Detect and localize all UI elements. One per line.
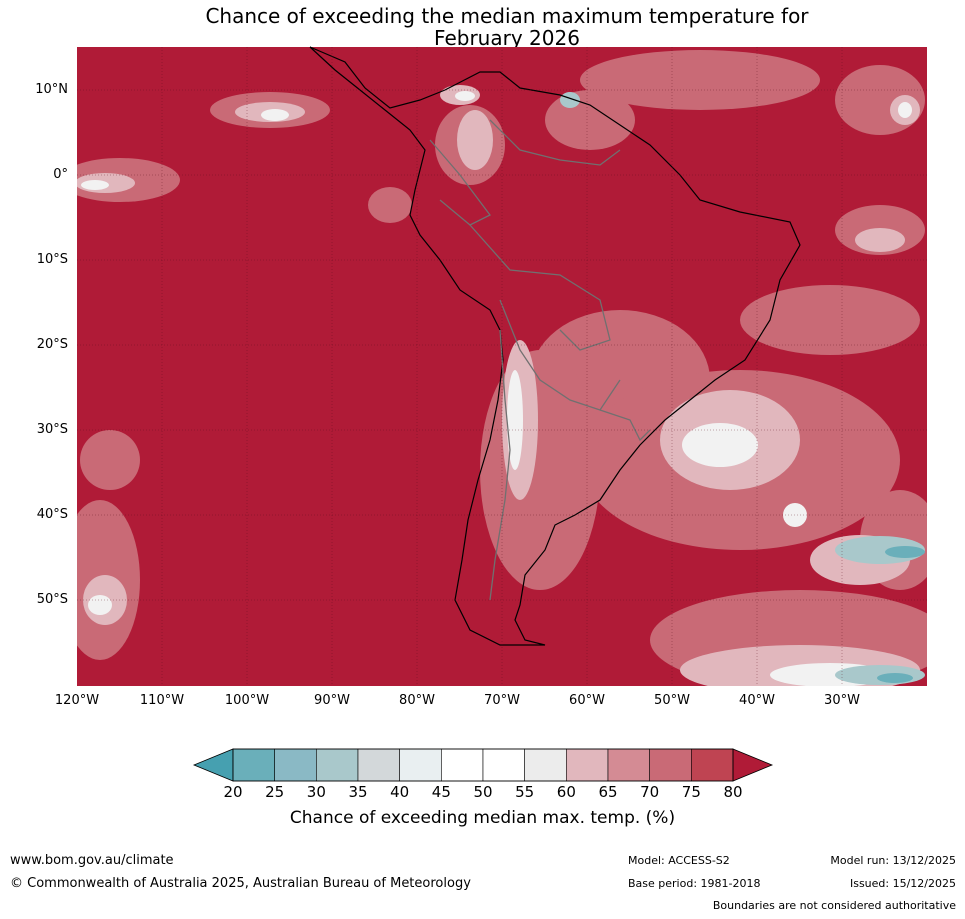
lon-label-80w: 80°W <box>399 693 435 708</box>
colorbar-label: Chance of exceeding median max. temp. (%… <box>289 808 676 828</box>
colorbar-swatch <box>482 748 525 782</box>
colorbar-swatch <box>524 748 567 782</box>
model-name: Model: ACCESS-S2 <box>628 854 730 867</box>
lon-label-90w: 90°W <box>314 693 350 708</box>
colorbar-tick-label: 30 <box>306 783 326 801</box>
south-america-coastline <box>309 46 801 646</box>
colorbar-tick-label: 35 <box>348 783 368 801</box>
colorbar-tick-label: 45 <box>431 783 451 801</box>
colorbar-outline <box>232 748 734 782</box>
map-title-line1: Chance of exceeding the median maximum t… <box>205 4 809 28</box>
colorbar-tick-label: 80 <box>723 783 743 801</box>
colorbar-swatch <box>691 748 734 782</box>
lat-label-40s: 40°S <box>36 507 68 522</box>
colorbar-under-arrow <box>192 748 234 782</box>
graticule <box>77 47 927 686</box>
lat-label-10n: 10°N <box>35 82 68 97</box>
lat-label-30s: 30°S <box>36 422 68 437</box>
lat-label-20s: 20°S <box>36 337 68 352</box>
colorbar-swatch <box>399 748 442 782</box>
colorbar-tick-label: 70 <box>640 783 660 801</box>
colorbar-tick-label: 50 <box>473 783 493 801</box>
lat-label-50s: 50°S <box>36 592 68 607</box>
website-link[interactable]: www.bom.gov.au/climate <box>10 853 174 868</box>
lon-label-30w: 30°W <box>824 693 860 708</box>
base-period: Base period: 1981-2018 <box>628 877 761 890</box>
colorbar-swatch <box>357 748 400 782</box>
copyright-text: © Commonwealth of Australia 2025, Austra… <box>10 876 471 891</box>
colorbar-swatch <box>316 748 359 782</box>
colorbar-swatch <box>274 748 317 782</box>
colorbar-swatch <box>566 748 609 782</box>
colorbar-tick-label: 60 <box>556 783 576 801</box>
colorbar-swatch <box>607 748 650 782</box>
lon-label-120w: 120°W <box>54 693 100 708</box>
colorbar-tick-label: 65 <box>598 783 618 801</box>
lon-label-110w: 110°W <box>139 693 185 708</box>
lon-label-40w: 40°W <box>739 693 775 708</box>
map-title-line2: February 2026 <box>434 26 580 50</box>
colorbar-tick-label: 40 <box>390 783 410 801</box>
lon-label-60w: 60°W <box>569 693 605 708</box>
colorbar-tick-label: 20 <box>223 783 243 801</box>
lon-label-70w: 70°W <box>484 693 520 708</box>
colorbar-tick-label: 75 <box>681 783 701 801</box>
colorbar-swatch <box>232 748 275 782</box>
boundary-disclaimer: Boundaries are not considered authoritat… <box>712 899 956 912</box>
lon-label-50w: 50°W <box>654 693 690 708</box>
probability-shading <box>77 50 927 686</box>
country-borders <box>429 119 651 601</box>
colorbar-swatch <box>649 748 692 782</box>
colorbar-swatches <box>232 748 734 782</box>
colorbar-tick-label: 25 <box>265 783 285 801</box>
colorbar-swatch <box>441 748 484 782</box>
colorbar-over-arrow <box>732 748 774 782</box>
issued-date: Issued: 15/12/2025 <box>849 877 956 890</box>
lon-label-100w: 100°W <box>224 693 270 708</box>
lat-label-0: 0° <box>53 167 68 182</box>
model-run: Model run: 13/12/2025 <box>830 854 956 867</box>
colorbar-tick-label: 55 <box>515 783 535 801</box>
lat-label-10s: 10°S <box>36 252 68 267</box>
